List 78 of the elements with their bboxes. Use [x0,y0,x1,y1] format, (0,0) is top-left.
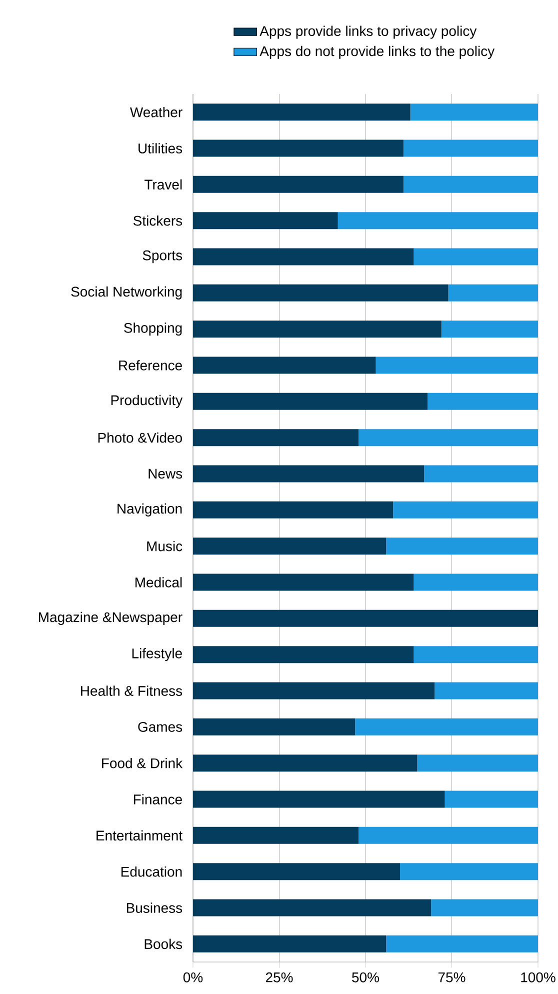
bar [386,935,538,952]
bar [400,863,538,880]
bar [193,863,400,880]
bar [193,754,418,772]
x-tick-label: 50% [352,972,379,982]
bar [193,284,448,302]
bar [403,140,538,157]
x-tick-label: 75% [438,972,466,982]
bar [193,574,414,591]
bar [193,176,404,193]
bar [193,935,386,952]
bar [193,501,394,518]
bar [403,176,538,193]
bar [193,248,414,266]
bar [448,284,538,302]
y-tick-label: Business [126,902,182,913]
y-tick-label: Reference [119,360,182,370]
bar [358,826,538,844]
bar [193,104,410,121]
legend-label: Apps provide links to privacy policy [260,26,477,39]
bar [393,501,538,518]
bar [193,899,432,916]
y-tick-label: Magazine &Newspaper [39,612,182,625]
y-tick-label: Education [121,866,182,877]
y-tick-label: Lifestyle [132,648,182,662]
x-tick-label: 0% [183,972,203,982]
bar [414,646,538,664]
y-tick-label: Travel [144,179,182,190]
bar [358,429,538,446]
y-tick-label: Music [147,540,182,552]
y-tick-label: Medical [136,577,182,588]
bar [193,320,442,338]
bar [434,682,538,700]
y-tick-label: Stickers [133,215,182,226]
y-tick-label: News [148,468,182,479]
y-tick-label: Finance [134,794,182,804]
bar [414,248,538,266]
x-tick-label: 100% [521,972,556,982]
bar [431,899,538,916]
y-tick-label: Productivity [111,394,183,408]
bar [193,356,376,374]
bar [193,682,434,700]
bar [376,356,538,374]
bar [193,826,359,844]
y-tick-label: Games [138,722,182,732]
bar [193,140,404,157]
y-tick-label: Health & Fitness [81,686,182,696]
bar [424,465,538,482]
bar [193,212,338,230]
bar [410,104,538,121]
bar [193,646,414,664]
bar [441,320,538,338]
bar [193,392,428,410]
bar [414,574,538,591]
y-tick-label: Utilities [138,143,182,154]
bar [355,718,538,736]
bar [386,538,538,555]
y-tick-label: Navigation [118,503,182,516]
bar [193,538,386,555]
y-tick-label: Food & Drink [102,758,183,768]
legend-label: Apps do not provide links to the policy [260,46,495,59]
bar [193,465,424,482]
x-tick-label: 25% [266,972,293,982]
bar [444,790,538,808]
y-tick-label: Books [144,938,182,950]
bar [193,790,445,808]
y-tick-label: Shopping [124,322,182,336]
bar [193,429,359,446]
bar [193,718,356,736]
y-tick-label: Entertainment [96,830,182,841]
bar [417,754,538,772]
y-tick-label: Social Networking [71,286,182,300]
bar [338,212,538,230]
bar [428,392,538,410]
y-tick-label: Sports [142,250,182,264]
bar [193,610,538,627]
y-tick-label: Photo &Video [98,432,182,443]
y-tick-label: Weather [130,106,182,118]
